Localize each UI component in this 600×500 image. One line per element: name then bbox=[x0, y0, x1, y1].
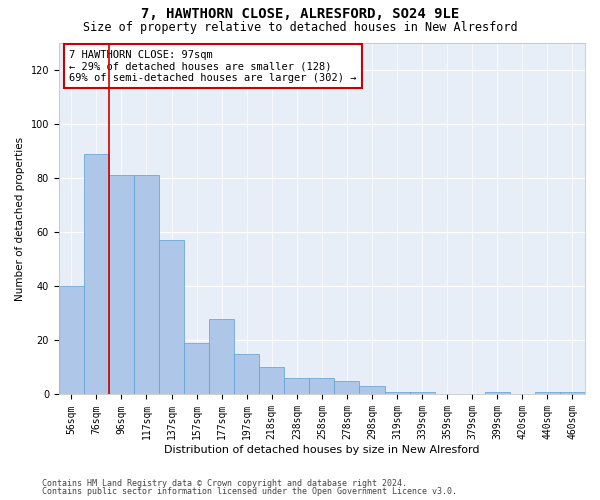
Text: Size of property relative to detached houses in New Alresford: Size of property relative to detached ho… bbox=[83, 21, 517, 34]
Bar bbox=[134, 175, 159, 394]
Text: 7, HAWTHORN CLOSE, ALRESFORD, SO24 9LE: 7, HAWTHORN CLOSE, ALRESFORD, SO24 9LE bbox=[141, 8, 459, 22]
Bar bbox=[159, 240, 184, 394]
Y-axis label: Number of detached properties: Number of detached properties bbox=[15, 136, 25, 300]
Bar bbox=[84, 154, 109, 394]
X-axis label: Distribution of detached houses by size in New Alresford: Distribution of detached houses by size … bbox=[164, 445, 479, 455]
Bar bbox=[310, 378, 334, 394]
Bar bbox=[410, 392, 434, 394]
Bar bbox=[485, 392, 510, 394]
Bar bbox=[535, 392, 560, 394]
Bar bbox=[234, 354, 259, 395]
Bar bbox=[385, 392, 410, 394]
Text: 7 HAWTHORN CLOSE: 97sqm
← 29% of detached houses are smaller (128)
69% of semi-d: 7 HAWTHORN CLOSE: 97sqm ← 29% of detache… bbox=[70, 50, 357, 82]
Text: Contains public sector information licensed under the Open Government Licence v3: Contains public sector information licen… bbox=[42, 487, 457, 496]
Bar bbox=[560, 392, 585, 394]
Bar bbox=[334, 381, 359, 394]
Bar bbox=[209, 318, 234, 394]
Bar bbox=[359, 386, 385, 394]
Bar bbox=[259, 368, 284, 394]
Bar bbox=[59, 286, 84, 395]
Bar bbox=[184, 343, 209, 394]
Text: Contains HM Land Registry data © Crown copyright and database right 2024.: Contains HM Land Registry data © Crown c… bbox=[42, 478, 407, 488]
Bar bbox=[109, 175, 134, 394]
Bar bbox=[284, 378, 310, 394]
